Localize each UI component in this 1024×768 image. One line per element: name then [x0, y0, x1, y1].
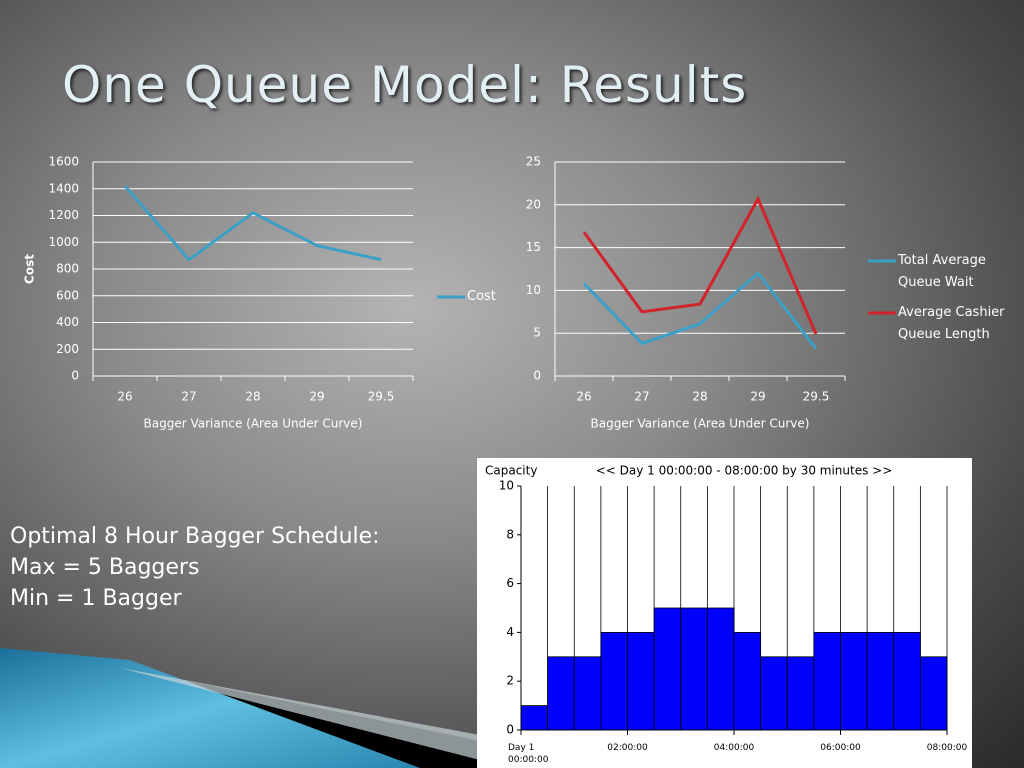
- bar: [600, 632, 628, 731]
- y-tick-label: 1400: [48, 181, 79, 195]
- bar: [919, 656, 948, 731]
- bar: [573, 656, 602, 731]
- x-tick-label: 02:00:00: [607, 743, 648, 753]
- y-tick-label: 200: [56, 342, 79, 356]
- bar: [520, 705, 549, 731]
- bar: [840, 632, 868, 731]
- bar: [813, 632, 841, 731]
- swoosh: [0, 648, 420, 768]
- legend-label: Total Average Queue Wait: [898, 253, 986, 290]
- y-tick-label: 20: [526, 197, 541, 211]
- y-tick-label: 10: [499, 479, 514, 493]
- x-tick-label: 29: [750, 390, 765, 404]
- note: Optimal 8 Hour Bagger Schedule:: [10, 524, 380, 549]
- y-tick-label: 5: [533, 326, 541, 340]
- x-tick-label: 28: [692, 390, 707, 404]
- x-tick-label: 27: [634, 390, 649, 404]
- x-tick-label: 04:00:00: [713, 743, 755, 753]
- y-tick-label: 0: [533, 369, 541, 383]
- y-tick-label: 800: [56, 262, 79, 276]
- histogram-title: << Day 1 00:00:00 - 08:00:00 by 30 minut…: [596, 464, 893, 478]
- y-axis-label: Cost: [23, 254, 37, 284]
- x-axis-label: Bagger Variance (Area Under Curve): [591, 417, 810, 431]
- bar: [866, 632, 895, 731]
- x-tick-label: 28: [245, 390, 260, 404]
- x-tick-label: 29.5: [803, 390, 830, 404]
- legend-label: Cost: [467, 289, 496, 304]
- y-tick-label: 1000: [48, 235, 79, 249]
- bar: [653, 607, 682, 731]
- y-tick-label: 1600: [48, 155, 79, 169]
- slide-title: One Queue Model: Results: [62, 56, 748, 114]
- bar: [760, 656, 788, 731]
- y-tick-label: 4: [506, 625, 514, 639]
- swoosh-light: [120, 668, 480, 760]
- y-tick-label: 2: [506, 674, 514, 688]
- x-tick-label: 26: [576, 390, 591, 404]
- bar: [547, 656, 575, 731]
- y-tick-label: 10: [526, 283, 541, 297]
- bar: [733, 632, 762, 731]
- line-series: [123, 185, 382, 262]
- bar: [786, 656, 815, 731]
- bar: [680, 607, 708, 731]
- y-tick-label: 1200: [48, 208, 79, 222]
- y-axis-label: Capacity: [485, 464, 537, 478]
- y-tick-label: 0: [71, 369, 79, 383]
- note: Min = 1 Bagger: [10, 586, 182, 611]
- bar: [706, 607, 735, 731]
- note: Max = 5 Baggers: [10, 555, 200, 580]
- y-tick-label: 8: [506, 527, 514, 541]
- bar: [893, 632, 921, 731]
- x-tick-label: 06:00:00: [820, 743, 861, 753]
- y-tick-label: 15: [526, 240, 541, 254]
- x-tick-label: 27: [181, 390, 196, 404]
- x-tick-label: 08:00:00: [926, 743, 968, 753]
- x-tick-label: 26: [117, 390, 132, 404]
- y-tick-label: 6: [506, 576, 514, 590]
- line-series: [582, 271, 818, 350]
- x-tick-label: Day 1 00:00:00: [508, 743, 549, 765]
- x-tick-label: 29.5: [368, 390, 395, 404]
- legend-label: Average Cashier Queue Length: [898, 305, 1005, 342]
- y-tick-label: 400: [56, 315, 79, 329]
- bar: [627, 632, 655, 731]
- x-axis-label: Bagger Variance (Area Under Curve): [144, 417, 363, 431]
- y-tick-label: 0: [506, 723, 514, 737]
- y-tick-label: 25: [526, 155, 541, 169]
- x-tick-label: 29: [309, 390, 324, 404]
- line-series: [582, 195, 818, 335]
- y-tick-label: 600: [56, 288, 79, 302]
